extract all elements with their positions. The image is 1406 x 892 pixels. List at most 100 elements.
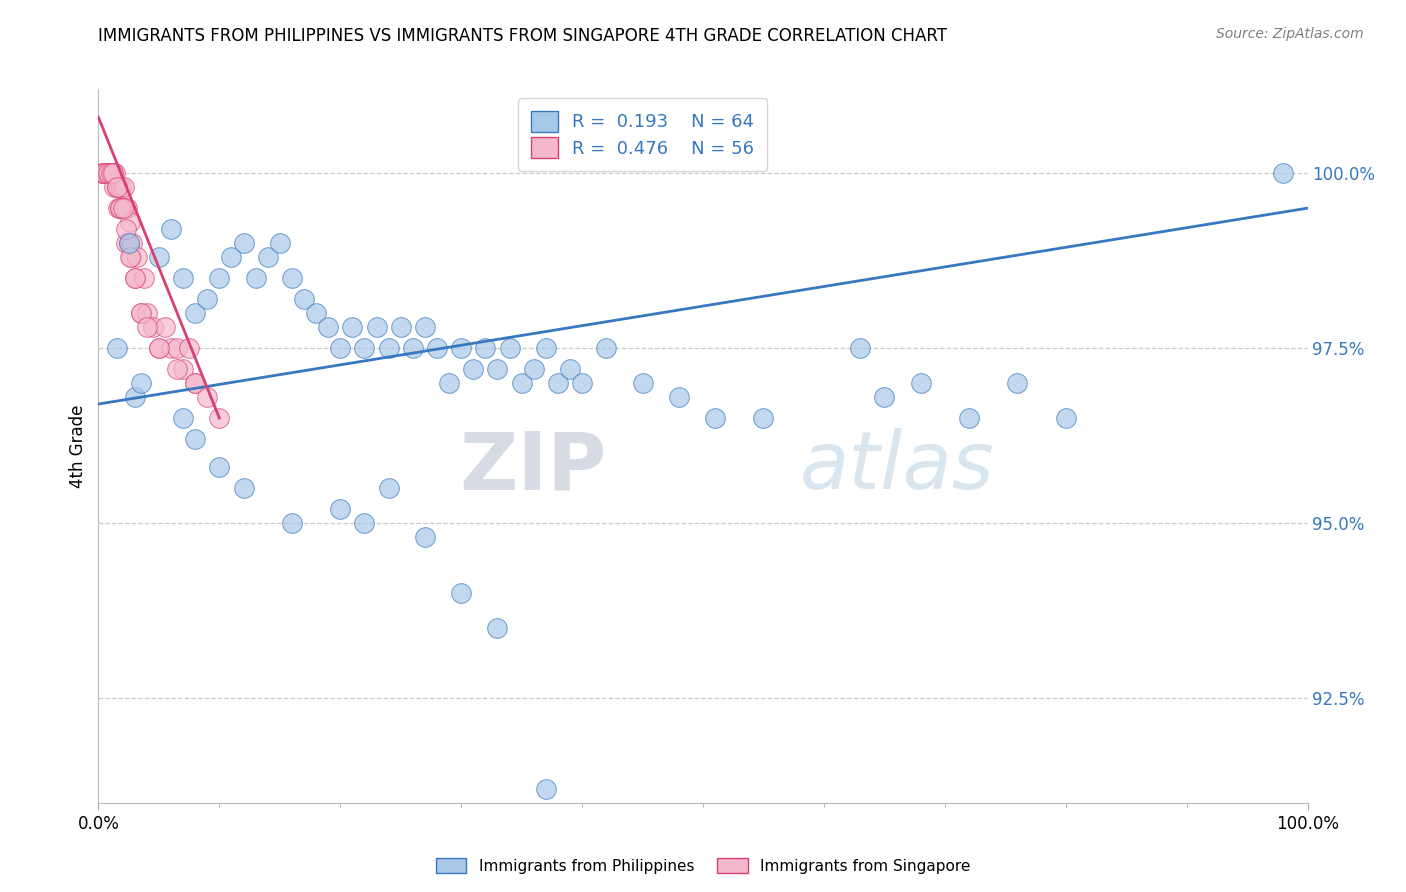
Point: [118, 236, 141, 251]
Point: [105, 180, 128, 194]
Point: [195, 390, 218, 404]
Point: [342, 320, 364, 334]
Point: [127, 250, 149, 264]
Point: [111, 201, 134, 215]
Point: [329, 341, 352, 355]
Y-axis label: 4th Grade: 4th Grade: [69, 404, 87, 488]
Point: [208, 460, 231, 475]
Point: [281, 516, 304, 530]
Point: [108, 201, 131, 215]
Point: [105, 341, 128, 355]
Point: [389, 320, 412, 334]
Point: [112, 180, 135, 194]
Point: [208, 271, 231, 285]
Point: [110, 180, 132, 194]
Point: [184, 432, 207, 446]
Point: [111, 201, 134, 215]
Point: [498, 341, 520, 355]
Point: [118, 236, 141, 251]
Point: [752, 411, 775, 425]
Point: [873, 390, 896, 404]
Point: [221, 250, 243, 264]
Point: [402, 341, 425, 355]
Point: [474, 341, 496, 355]
Point: [269, 236, 291, 251]
Point: [115, 236, 138, 251]
Legend: R =  0.193    N = 64, R =  0.476    N = 56: R = 0.193 N = 64, R = 0.476 N = 56: [519, 98, 766, 170]
Point: [153, 320, 176, 334]
Point: [426, 341, 449, 355]
Point: [117, 201, 139, 215]
Point: [148, 250, 170, 264]
Point: [134, 271, 156, 285]
Point: [184, 376, 207, 390]
Point: [631, 376, 654, 390]
Point: [101, 166, 124, 180]
Point: [172, 362, 194, 376]
Text: atlas: atlas: [800, 428, 994, 507]
Point: [571, 376, 593, 390]
Point: [245, 271, 267, 285]
Point: [595, 341, 617, 355]
Point: [160, 222, 183, 236]
Point: [120, 250, 142, 264]
Point: [100, 166, 122, 180]
Point: [329, 502, 352, 516]
Point: [523, 362, 546, 376]
Point: [105, 180, 128, 194]
Point: [547, 376, 569, 390]
Point: [366, 320, 388, 334]
Point: [114, 201, 136, 215]
Legend: Immigrants from Philippines, Immigrants from Singapore: Immigrants from Philippines, Immigrants …: [430, 852, 976, 880]
Point: [353, 341, 375, 355]
Point: [534, 781, 557, 796]
Point: [129, 376, 152, 390]
Point: [463, 362, 485, 376]
Point: [377, 341, 399, 355]
Point: [148, 341, 170, 355]
Point: [486, 621, 509, 635]
Point: [97, 166, 120, 180]
Text: Source: ZipAtlas.com: Source: ZipAtlas.com: [1216, 27, 1364, 41]
Point: [450, 586, 472, 600]
Point: [232, 481, 254, 495]
Point: [103, 180, 125, 194]
Point: [281, 271, 304, 285]
Point: [121, 236, 143, 251]
Point: [910, 376, 932, 390]
Point: [437, 376, 460, 390]
Point: [450, 341, 472, 355]
Point: [118, 215, 141, 229]
Point: [704, 411, 727, 425]
Point: [100, 166, 122, 180]
Point: [135, 320, 157, 334]
Point: [353, 516, 375, 530]
Point: [377, 481, 399, 495]
Point: [184, 376, 207, 390]
Point: [1007, 376, 1029, 390]
Point: [232, 236, 254, 251]
Text: ZIP: ZIP: [458, 428, 606, 507]
Point: [108, 180, 131, 194]
Point: [91, 166, 114, 180]
Point: [195, 292, 218, 306]
Point: [96, 166, 118, 180]
Text: IMMIGRANTS FROM PHILIPPINES VS IMMIGRANTS FROM SINGAPORE 4TH GRADE CORRELATION C: IMMIGRANTS FROM PHILIPPINES VS IMMIGRANT…: [98, 27, 948, 45]
Point: [108, 201, 131, 215]
Point: [413, 530, 436, 544]
Point: [124, 390, 146, 404]
Point: [957, 411, 980, 425]
Point: [100, 166, 122, 180]
Point: [98, 166, 121, 180]
Point: [135, 306, 157, 320]
Point: [142, 320, 165, 334]
Point: [166, 341, 188, 355]
Point: [101, 166, 124, 180]
Point: [118, 250, 141, 264]
Point: [316, 320, 339, 334]
Point: [179, 341, 201, 355]
Point: [172, 411, 194, 425]
Point: [849, 341, 872, 355]
Point: [486, 362, 509, 376]
Point: [129, 306, 152, 320]
